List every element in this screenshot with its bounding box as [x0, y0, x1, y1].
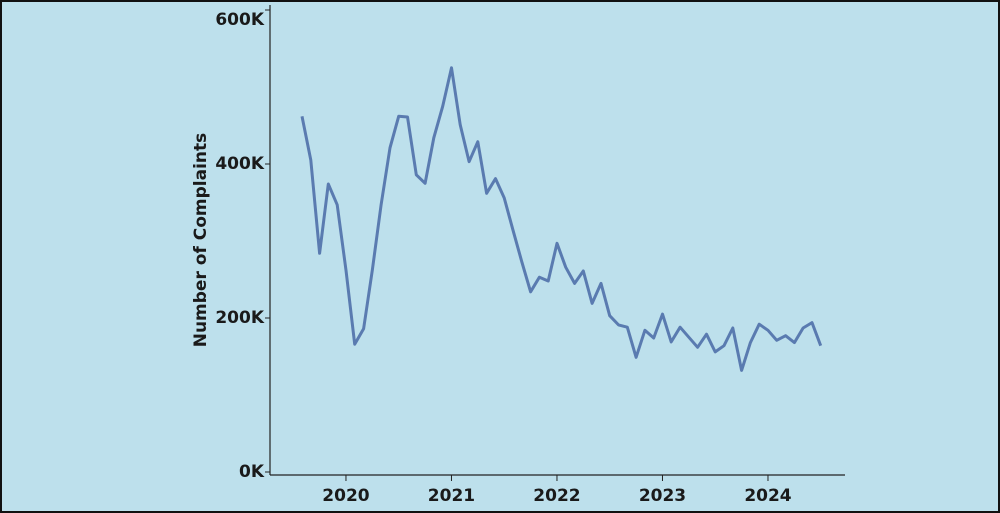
x-tick-label: 2020	[322, 486, 369, 506]
x-tick-label: 2022	[533, 486, 580, 506]
y-tick-label: 600K	[215, 10, 264, 30]
y-tick-label: 0K	[239, 462, 265, 482]
x-tick-label: 2024	[744, 486, 791, 506]
y-axis-label: Number of Complaints	[191, 133, 211, 348]
x-tick-label: 2021	[428, 486, 475, 506]
x-tick-label: 2023	[639, 486, 686, 506]
y-tick-label: 200K	[215, 308, 264, 328]
y-tick-label: 400K	[215, 154, 264, 174]
line-series	[300, 66, 823, 372]
